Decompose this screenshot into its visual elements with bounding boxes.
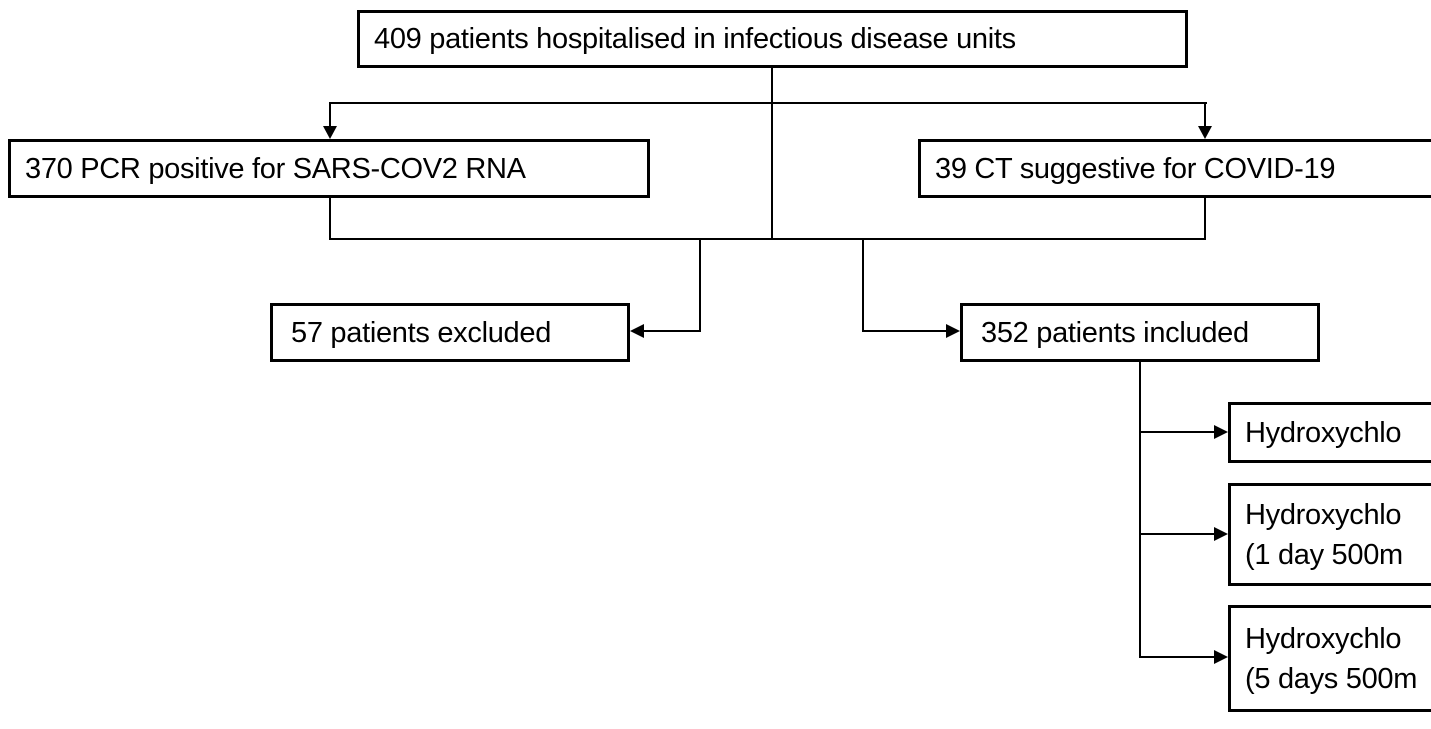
box-treatment-arm-3: Hydroxychlo (5 days 500m <box>1228 605 1431 712</box>
connector-merge-horizontal <box>329 238 1206 240</box>
connector-included-spine <box>1139 362 1141 658</box>
box-57-excluded-label: 57 patients excluded <box>291 316 552 349</box>
connector-excluded-elbow <box>644 330 701 332</box>
box-39-ct-suggestive: 39 CT suggestive for COVID-19 <box>918 139 1431 198</box>
box-treatment-arm-1-label: Hydroxychlo <box>1245 416 1402 449</box>
box-treatment-arm-3-label-line2: (5 days 500m <box>1245 662 1418 695</box>
box-treatment-arm-3-label-line1: Hydroxychlo <box>1245 622 1402 655</box>
connector-arm1-branch <box>1139 431 1214 433</box>
arrowhead-to-arm2 <box>1214 527 1228 541</box>
connector-excluded-drop <box>699 238 701 332</box>
box-treatment-arm-2: Hydroxychlo (1 day 500m <box>1228 483 1431 586</box>
connector-to-ct-stem <box>1204 102 1206 127</box>
connector-pcr-drop <box>329 198 331 240</box>
connector-total-vertical <box>771 68 773 240</box>
box-57-excluded: 57 patients excluded <box>270 303 630 362</box>
box-treatment-arm-2-label-line2: (1 day 500m <box>1245 538 1403 571</box>
box-352-included: 352 patients included <box>960 303 1320 362</box>
connector-included-elbow <box>862 330 946 332</box>
connector-ct-drop <box>1204 198 1206 240</box>
arrowhead-to-ct <box>1198 126 1212 139</box>
connector-to-pcr-stem <box>329 102 331 127</box>
box-370-pcr-positive-label: 370 PCR positive for SARS-COV2 RNA <box>25 152 526 185</box>
box-39-ct-suggestive-label: 39 CT suggestive for COVID-19 <box>935 152 1336 185</box>
box-treatment-arm-1: Hydroxychlo <box>1228 402 1431 463</box>
box-370-pcr-positive: 370 PCR positive for SARS-COV2 RNA <box>8 139 650 198</box>
connector-included-drop <box>862 238 864 332</box>
box-352-included-label: 352 patients included <box>981 316 1249 349</box>
arrowhead-to-arm3 <box>1214 650 1228 664</box>
box-409-total-patients: 409 patients hospitalised in infectious … <box>357 10 1188 68</box>
box-409-total-patients-label: 409 patients hospitalised in infectious … <box>374 23 1016 55</box>
connector-split1-horizontal <box>329 102 1207 104</box>
arrowhead-to-excluded <box>630 324 644 338</box>
connector-arm3-branch <box>1139 656 1214 658</box>
arrowhead-to-pcr <box>323 126 337 139</box>
box-treatment-arm-2-label-line1: Hydroxychlo <box>1245 498 1402 531</box>
arrowhead-to-included <box>946 324 960 338</box>
arrowhead-to-arm1 <box>1214 425 1228 439</box>
connector-arm2-branch <box>1139 533 1214 535</box>
